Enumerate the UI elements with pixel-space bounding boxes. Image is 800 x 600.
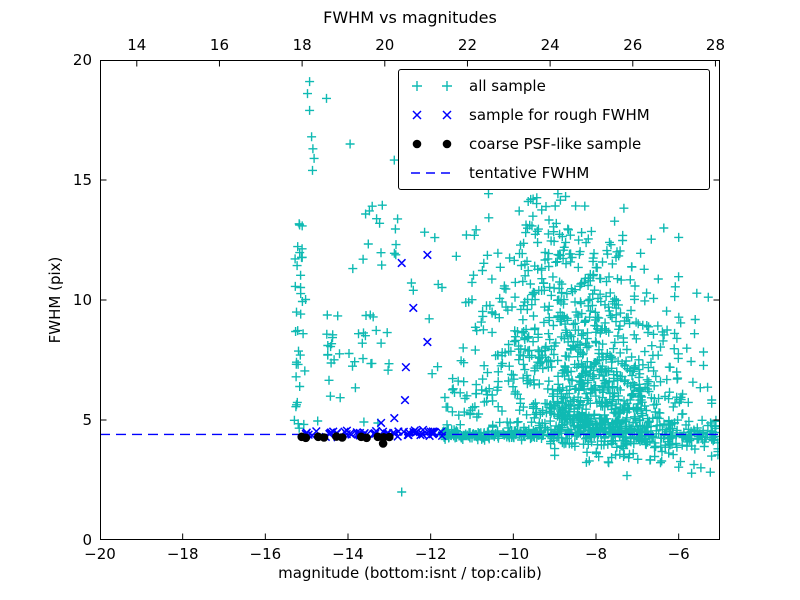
y-tick-label: 20 [72,51,92,69]
legend-plus-icon [412,81,452,92]
y-tick-label: 15 [72,171,92,189]
x-tick-label-bottom: −14 [332,545,364,563]
chart-title: FWHM vs magnitudes [323,8,497,27]
legend-dashline-icon [411,171,453,174]
legend-dot-icon [412,139,452,149]
x-tick-label-top: 20 [375,36,395,54]
y-tick-label: 10 [72,291,92,309]
coarse-psf-sample-points [297,432,394,448]
y-tick-label: 5 [82,411,92,429]
legend-item: all sample [409,72,709,100]
x-tick-label-bottom: −6 [667,545,690,563]
x-tick-label-bottom: −8 [584,545,608,563]
x-tick-label-top: 16 [209,36,229,54]
legend: all sample sample for rough FWHM coarse PS… [398,69,710,190]
x-tick-label-top: 18 [292,36,312,54]
x-tick-label-bottom: −16 [249,545,282,563]
x-tick-label-bottom: −10 [497,545,530,563]
x-tick-label-top: 28 [705,36,725,54]
y-tick-label: 0 [82,531,92,549]
x-tick-label-top: 24 [540,36,560,54]
legend-x-icon [412,110,452,120]
axis-ticks [101,61,719,539]
x-tick-label-top: 26 [623,36,643,54]
legend-label: sample for rough FWHM [469,106,650,125]
legend-label: coarse PSF-like sample [469,134,642,153]
x-tick-label-bottom: −20 [84,545,116,563]
scatter-plot-canvas [101,61,719,539]
x-tick-label-top: 22 [457,36,477,54]
x-tick-label-bottom: −18 [166,545,199,563]
x-tick-label-bottom: −12 [414,545,447,563]
legend-label: all sample [469,77,546,96]
y-axis-label: FWHM (pix) [46,256,64,344]
legend-item: tentative FWHM [409,159,709,187]
legend-label: tentative FWHM [469,163,590,182]
legend-item: sample for rough FWHM [409,101,709,129]
x-tick-label-top: 14 [127,36,147,54]
x-axis-label: magnitude (bottom:isnt / top:calib) [278,564,542,582]
legend-item: coarse PSF-like sample [409,130,709,158]
